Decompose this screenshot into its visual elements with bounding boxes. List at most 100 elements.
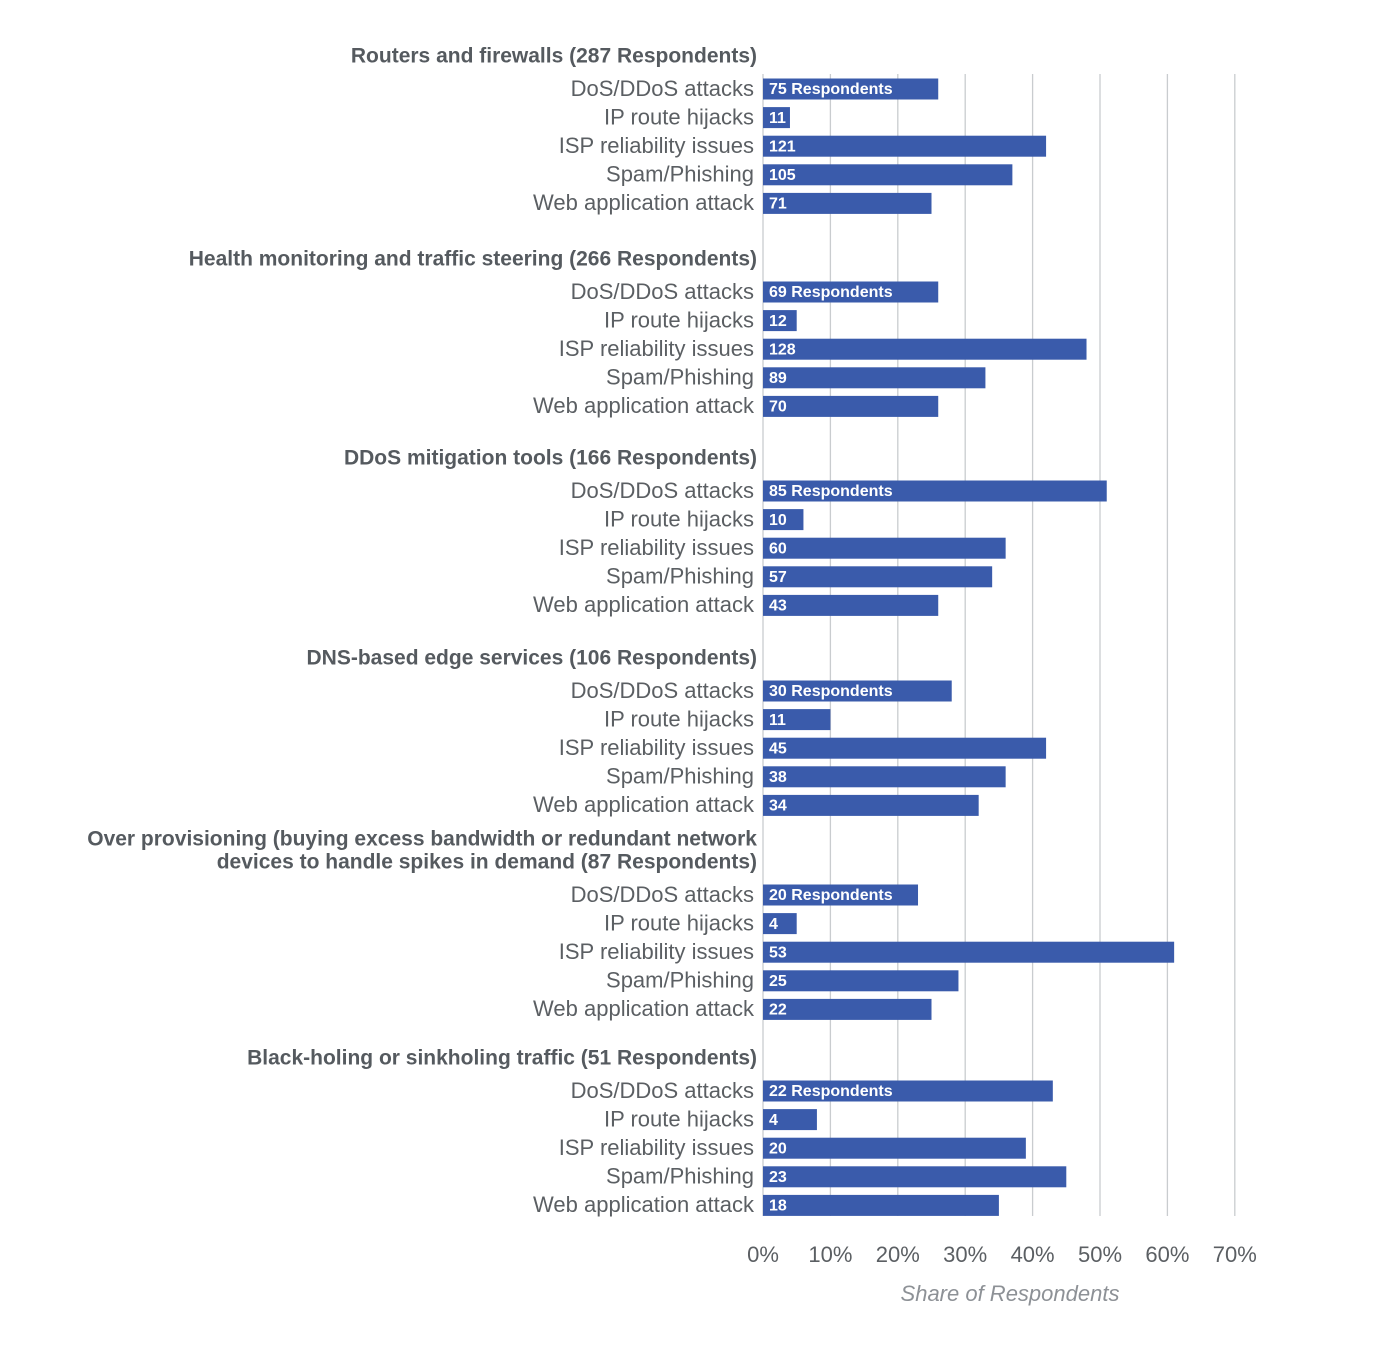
bar-data-label: 25 [769, 973, 787, 990]
gridlines [762, 74, 1236, 1216]
x-tick-label: 50% [1078, 1242, 1122, 1267]
bar [763, 566, 993, 588]
category-label: Web application attack [533, 190, 755, 215]
bar [763, 509, 804, 531]
category-label: IP route hijacks [604, 706, 754, 731]
bar-group: Routers and firewalls (287 Respondents) D… [351, 45, 1047, 215]
bar-data-label: 45 [769, 740, 787, 757]
bar [763, 135, 1047, 157]
bar-data-label: 34 [769, 798, 787, 815]
category-label: IP route hijacks [604, 910, 754, 935]
bar-data-label: 4 [769, 916, 778, 933]
bar [763, 970, 959, 992]
bar [763, 1109, 817, 1131]
bar-data-label: 128 [769, 341, 796, 358]
category-label: ISP reliability issues [559, 336, 754, 361]
x-axis-title: Share of Respondents [901, 1281, 1120, 1306]
group-title: Over provisioning (buying excess bandwid… [87, 828, 757, 851]
category-label: ISP reliability issues [559, 133, 754, 158]
bar-data-label: 89 [769, 370, 787, 387]
group-title: DNS-based edge services (106 Respondents… [307, 647, 758, 670]
bar-data-label: 85 Respondents [769, 483, 893, 500]
bar [763, 192, 932, 214]
bar-group: DNS-based edge services (106 Respondents… [307, 647, 1047, 817]
category-label: DoS/DDoS attacks [571, 1078, 754, 1103]
bar [763, 1137, 1026, 1159]
bar [763, 367, 986, 389]
category-label: Web application attack [533, 1192, 755, 1217]
bar-data-label: 23 [769, 1169, 787, 1186]
category-label: Spam/Phishing [606, 162, 754, 187]
bar-data-label: 121 [769, 138, 796, 155]
bar [763, 1080, 1053, 1102]
bar [763, 107, 790, 129]
bar [763, 884, 919, 906]
bar [763, 281, 939, 303]
bar-data-label: 22 [769, 1002, 787, 1019]
bar [763, 941, 1175, 963]
category-label: IP route hijacks [604, 307, 754, 332]
x-tick-label: 30% [943, 1242, 987, 1267]
bar-group: Black-holing or sinkholing traffic (51 R… [247, 1047, 1067, 1217]
bar-data-label: 18 [769, 1198, 787, 1215]
category-label: ISP reliability issues [559, 939, 754, 964]
bar-data-label: 53 [769, 944, 787, 961]
bar [763, 680, 952, 702]
bar [763, 395, 939, 417]
bar-data-label: 20 [769, 1140, 787, 1157]
bar [763, 1194, 999, 1216]
bar-data-label: 43 [769, 598, 787, 615]
category-label: Web application attack [533, 996, 755, 1021]
bar-data-label: 75 Respondents [769, 81, 893, 98]
bar [763, 737, 1047, 759]
category-label: ISP reliability issues [559, 535, 754, 560]
bar-data-label: 12 [769, 313, 787, 330]
bar-group: Over provisioning (buying excess bandwid… [87, 828, 1175, 1021]
bar-data-label: 11 [769, 110, 786, 127]
category-label: IP route hijacks [604, 104, 754, 129]
bar [763, 480, 1107, 502]
bar-data-label: 30 Respondents [769, 683, 893, 700]
bar-groups: Routers and firewalls (287 Respondents) D… [87, 45, 1175, 1217]
bar-data-label: 70 [769, 399, 787, 416]
group-title: devices to handle spikes in demand (87 R… [217, 851, 757, 874]
category-label: DoS/DDoS attacks [571, 279, 754, 304]
category-label: Web application attack [533, 792, 755, 817]
bar-data-label: 20 Respondents [769, 887, 893, 904]
x-tick-label: 70% [1213, 1242, 1257, 1267]
category-label: IP route hijacks [604, 1106, 754, 1131]
bar-data-label: 69 Respondents [769, 284, 893, 301]
category-label: DoS/DDoS attacks [571, 478, 754, 503]
bar-data-label: 11 [769, 712, 786, 729]
bar [763, 78, 939, 100]
bar-group: DDoS mitigation tools (166 Respondents) D… [344, 447, 1107, 617]
bar-data-label: 71 [769, 196, 787, 213]
x-tick-label: 10% [808, 1242, 852, 1267]
bar [763, 164, 1013, 186]
bar-data-label: 60 [769, 540, 787, 557]
bar [763, 1166, 1067, 1188]
group-title: Health monitoring and traffic steering (… [189, 248, 757, 271]
category-label: DoS/DDoS attacks [571, 678, 754, 703]
bar [763, 594, 939, 616]
bar [763, 338, 1087, 360]
category-label: Web application attack [533, 393, 755, 418]
bar [763, 794, 979, 816]
x-tick-label: 20% [876, 1242, 920, 1267]
bar-data-label: 4 [769, 1112, 778, 1129]
group-title: Routers and firewalls (287 Respondents) [351, 45, 757, 68]
category-label: Spam/Phishing [606, 764, 754, 789]
bar-data-label: 38 [769, 769, 787, 786]
bar-data-label: 10 [769, 512, 787, 529]
category-label: DoS/DDoS attacks [571, 76, 754, 101]
bar [763, 709, 831, 731]
category-label: Spam/Phishing [606, 1164, 754, 1189]
bar-data-label: 22 Respondents [769, 1083, 893, 1100]
bar [763, 537, 1006, 559]
group-title: DDoS mitigation tools (166 Respondents) [344, 447, 757, 470]
bar-group: Health monitoring and traffic steering (… [189, 248, 1087, 418]
x-tick-label: 60% [1145, 1242, 1189, 1267]
category-label: ISP reliability issues [559, 1135, 754, 1160]
category-label: IP route hijacks [604, 506, 754, 531]
